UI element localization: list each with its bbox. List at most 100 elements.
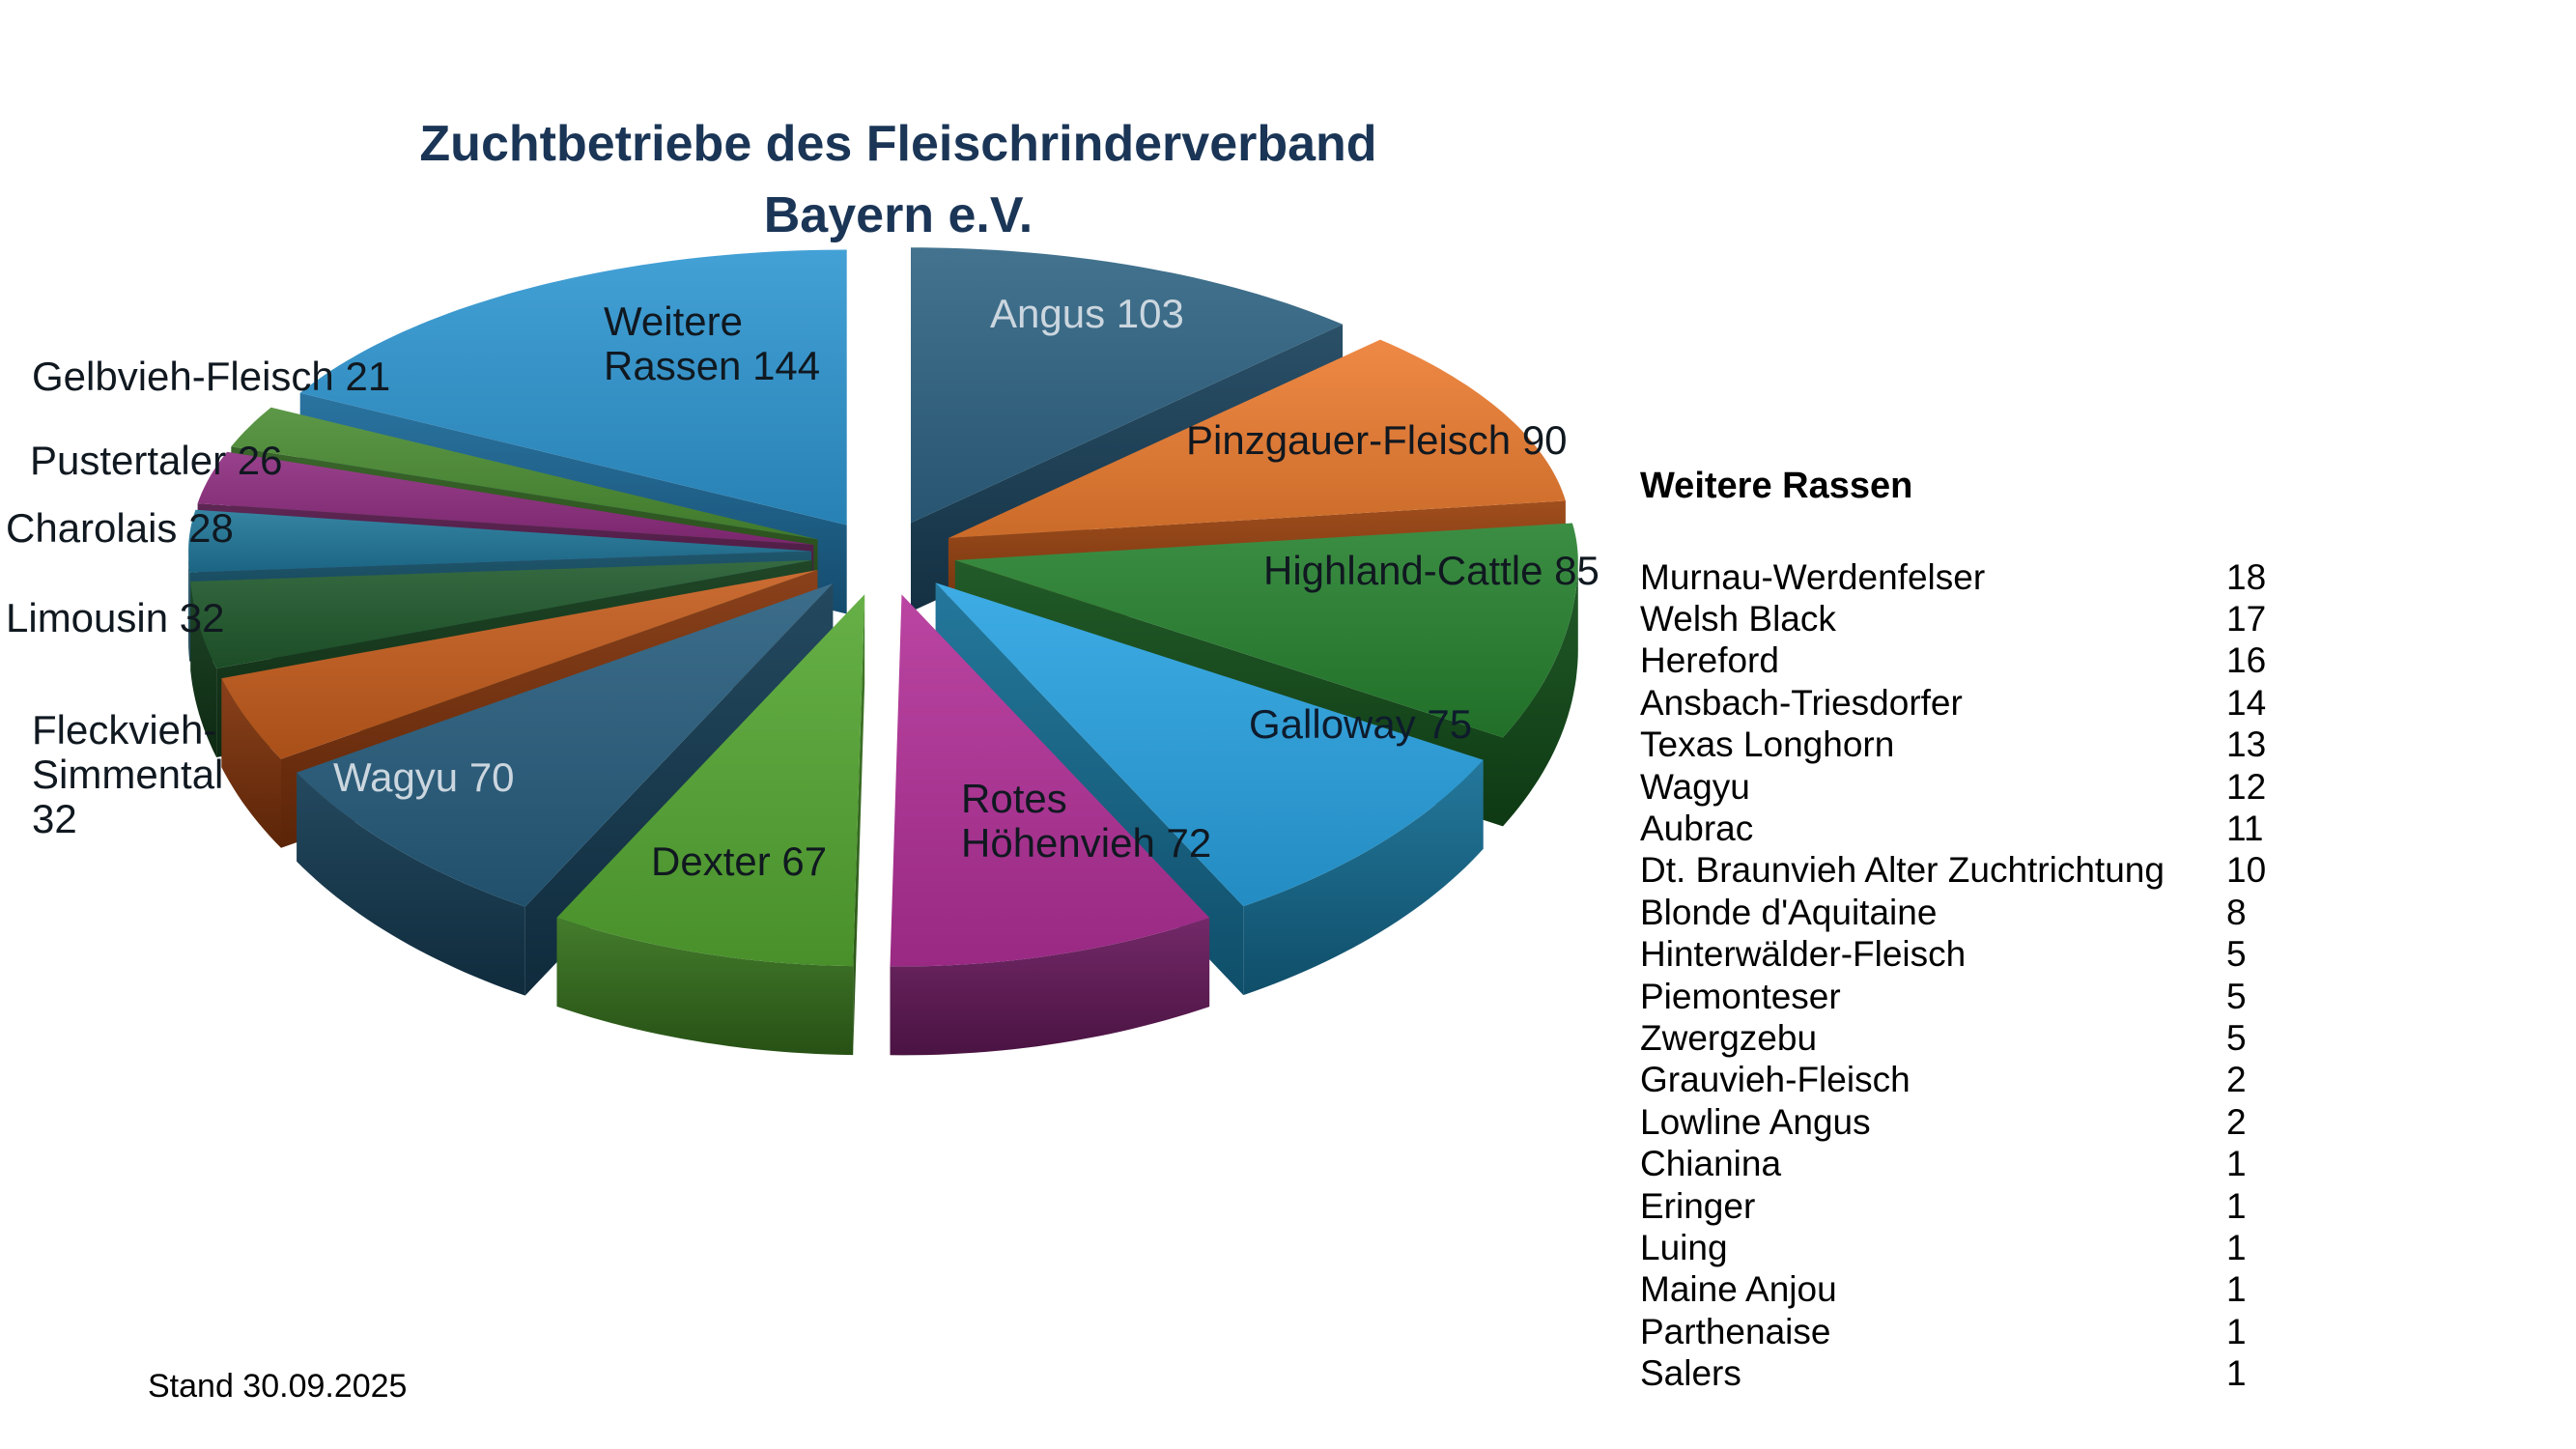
breed-count: 2: [2226, 1060, 2247, 1100]
slice-label-wagyu: Wagyu 70: [333, 754, 515, 800]
breed-count: 12: [2226, 766, 2267, 807]
pie-slice-dexter-side: [556, 917, 854, 1056]
pie-slice-fleckvieh-simmental: [221, 570, 818, 759]
table-row: Welsh Black 17: [1640, 598, 2316, 639]
breed-count: 1: [2226, 1269, 2247, 1310]
table-row: Eringer 1: [1640, 1185, 2316, 1227]
breed-count: 16: [2226, 640, 2267, 681]
table-row: Zwergzebu 5: [1640, 1017, 2316, 1059]
breed-name: Welsh Black: [1640, 599, 1836, 639]
slice-label-highland-cattle: Highland-Cattle 85: [1263, 548, 1599, 593]
breed-count: 5: [2226, 1017, 2247, 1058]
table-row: Hinterwälder-Fleisch 5: [1640, 934, 2316, 976]
pie-slice-dexter-face: [853, 594, 865, 1056]
pie-slice-charolais: [188, 509, 812, 573]
breed-name: Texas Longhorn: [1640, 724, 1895, 765]
pie-slice-weitere-rassen: [299, 249, 847, 526]
date-footnote: Stand 30.09.2025: [148, 1368, 408, 1405]
slice-label-dexter: Dexter 67: [651, 838, 828, 884]
table-row: Lowline Angus 2: [1640, 1101, 2316, 1143]
breed-count: 1: [2226, 1227, 2247, 1267]
table-row: Texas Longhorn 13: [1640, 724, 2316, 766]
pie-slice-gelbvieh-fleisch: [231, 407, 818, 540]
breed-name: Aubrac: [1640, 809, 1754, 849]
table-row: Murnau-Werdenfelser 18: [1640, 556, 2316, 598]
pie-slice-galloway: [935, 582, 1484, 907]
table-row: Maine Anjou 1: [1640, 1269, 2316, 1311]
breed-name: Parthenaise: [1640, 1311, 1831, 1351]
breed-count: 14: [2226, 682, 2267, 723]
breed-name: Luing: [1640, 1227, 1728, 1267]
pie-slice-galloway-side: [1243, 759, 1484, 996]
pie-slice-dexter: [556, 594, 865, 967]
breed-count: 2: [2226, 1101, 2247, 1142]
breed-name: Eringer: [1640, 1185, 1756, 1226]
slice-label-limousin: Limousin 32: [6, 595, 225, 640]
chart-title: Zuchtbetriebe des Fleischrinderverband B…: [309, 108, 1487, 251]
pie-slice-pinzgauer-fleisch: [948, 339, 1566, 538]
pie-slice-charolais-side: [188, 551, 190, 662]
pie-slice-limousin-side: [190, 582, 217, 757]
table-row: Ansbach-Triesdorfer 14: [1640, 682, 2316, 724]
slice-label-gelbvieh-fleisch: Gelbvieh-Fleisch 21: [32, 354, 391, 399]
breed-name: Dt. Braunvieh Alter Zuchtrichtung: [1640, 850, 2165, 891]
breed-count: 1: [2226, 1185, 2247, 1226]
table-row: Aubrac 11: [1640, 808, 2316, 849]
breed-name: Maine Anjou: [1640, 1269, 1837, 1310]
table-row: Grauvieh-Fleisch 2: [1640, 1060, 2316, 1101]
breed-count: 8: [2226, 892, 2247, 932]
pie-slice-angus: [911, 247, 1344, 524]
breed-name: Hinterwälder-Fleisch: [1640, 934, 1967, 975]
breed-name: Hereford: [1640, 640, 1779, 681]
breed-count: 13: [2226, 724, 2267, 765]
breed-name: Ansbach-Triesdorfer: [1640, 682, 1963, 723]
table-row: Parthenaise 1: [1640, 1311, 2316, 1352]
breed-table: Murnau-Werdenfelser 18 Welsh Black 17 Herefo…: [1640, 556, 2316, 1395]
pie-slice-rotes-hoehenvieh-side: [890, 918, 1210, 1056]
table-row: Hereford 16: [1640, 640, 2316, 682]
slice-label-weitere-rassen: Weitere Rassen 144: [604, 298, 821, 388]
slice-label-galloway: Galloway 75: [1249, 701, 1473, 747]
table-row: Wagyu 12: [1640, 766, 2316, 808]
breed-count: 18: [2226, 556, 2267, 597]
breed-name: Piemonteser: [1640, 976, 1841, 1016]
breed-count: 5: [2226, 934, 2247, 975]
table-row: Salers 1: [1640, 1352, 2316, 1394]
breed-name: Zwergzebu: [1640, 1017, 1818, 1058]
chart-title-line2: Bayern e.V.: [763, 187, 1033, 243]
pie-slice-wagyu-side: [297, 772, 525, 996]
pie-slice-limousin: [190, 559, 813, 668]
breed-count: 11: [2226, 809, 2264, 849]
pie-slice-pustertaler: [197, 451, 814, 545]
breed-name: Murnau-Werdenfelser: [1640, 556, 1986, 597]
table-row: Piemonteser 5: [1640, 976, 2316, 1017]
slice-label-fleckvieh-simmental: Fleckvieh- Simmental 32: [32, 707, 224, 841]
breed-count: 5: [2226, 976, 2247, 1016]
breed-name: Grauvieh-Fleisch: [1640, 1060, 1911, 1100]
breed-count: 1: [2226, 1144, 2247, 1184]
breed-name: Blonde d'Aquitaine: [1640, 892, 1938, 932]
pie-slice-rotes-hoehenvieh: [890, 594, 1210, 967]
pie-slice-highland-cattle-side: [1503, 560, 1578, 827]
chart-title-line1: Zuchtbetriebe des Fleischrinderverband: [419, 116, 1377, 172]
breed-count: 1: [2226, 1311, 2247, 1351]
table-row: Luing 1: [1640, 1227, 2316, 1268]
breed-name: Lowline Angus: [1640, 1101, 1871, 1142]
pie-slice-rotes-hoehenvieh-group: [890, 594, 1210, 1056]
breed-count: 1: [2226, 1353, 2247, 1394]
table-row: Dt. Braunvieh Alter Zuchtrichtung 10: [1640, 850, 2316, 892]
breed-table-header: Weitere Rassen: [1640, 466, 1913, 506]
breed-count: 10: [2226, 850, 2267, 891]
slice-label-rotes-hoehenvieh: Rotes Höhenvieh 72: [961, 776, 1212, 866]
slice-label-pinzgauer-fleisch: Pinzgauer-Fleisch 90: [1186, 417, 1568, 463]
slice-label-pustertaler: Pustertaler 26: [30, 438, 283, 483]
breed-count: 17: [2226, 599, 2267, 639]
pie-slice-fleckvieh-simmental-side: [221, 678, 281, 848]
pie-slice-highland-cattle: [954, 523, 1578, 738]
table-row: Chianina 1: [1640, 1143, 2316, 1184]
pie-slice-dexter-group: [556, 594, 865, 1056]
breed-name: Wagyu: [1640, 766, 1750, 807]
slice-label-angus: Angus 103: [990, 291, 1184, 336]
